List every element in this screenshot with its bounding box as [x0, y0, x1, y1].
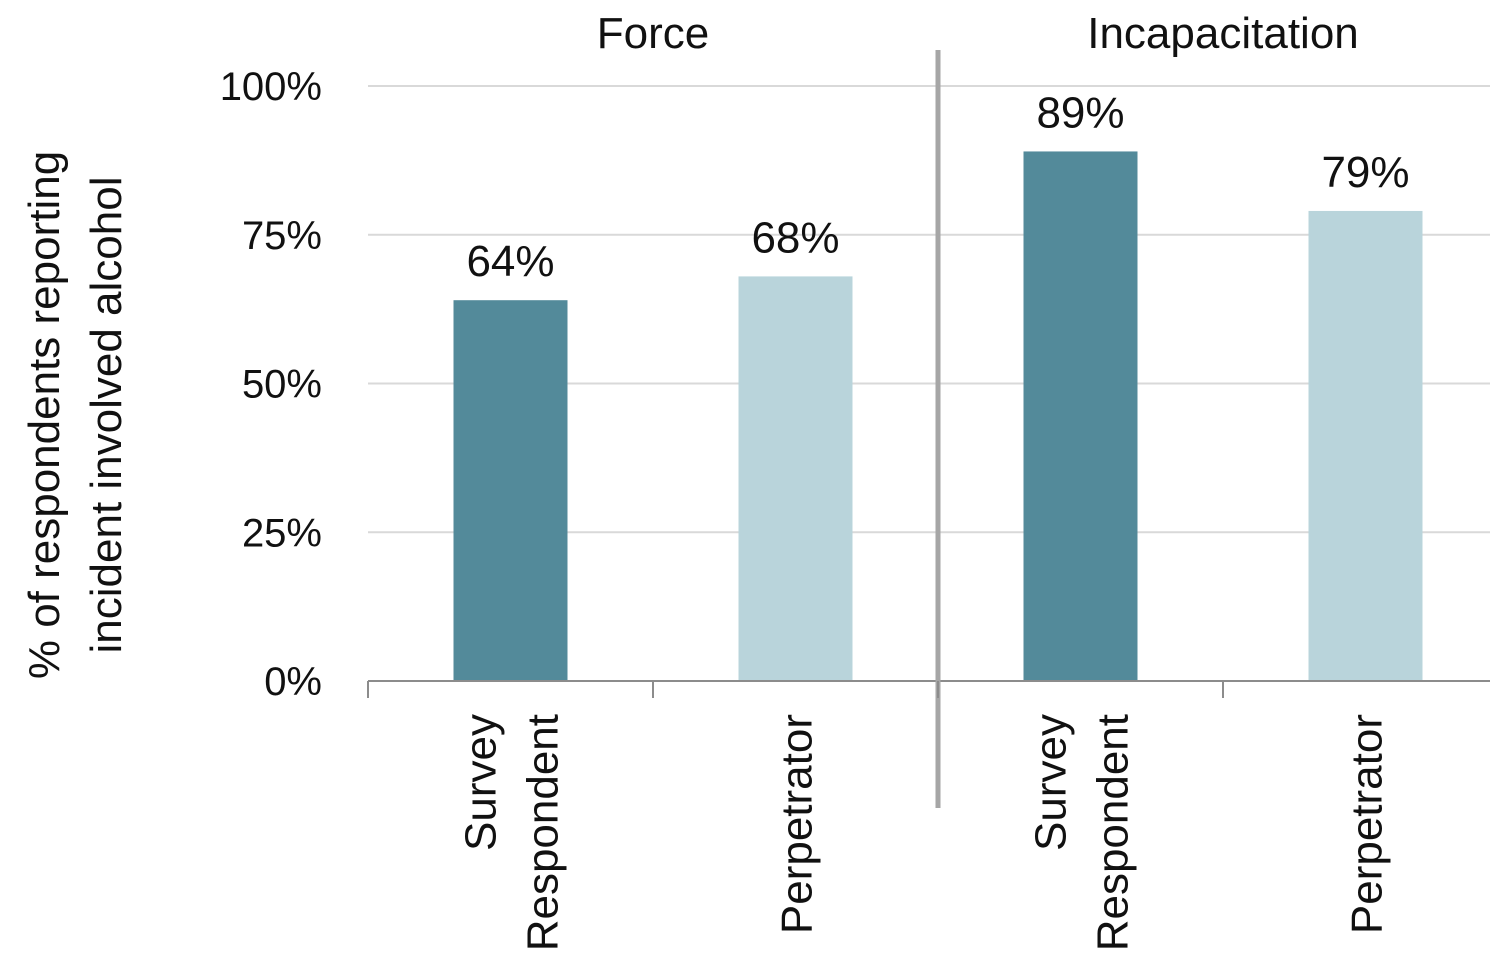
x-category-label: Perpetrator — [1343, 714, 1392, 934]
y-tick-label: 75% — [242, 214, 322, 258]
x-category-label: Survey Respondent — [1027, 714, 1138, 951]
y-tick-label: 100% — [220, 65, 322, 109]
bar — [453, 300, 568, 681]
labels: 0% 25% 50% 75% 100% 64% Survey Respondent 68% Per… — [20, 9, 1410, 951]
group-label: Force — [597, 9, 709, 58]
bar — [1308, 210, 1423, 681]
y-axis-label: % of respondents reporting incident invol… — [20, 151, 131, 679]
x-category-label: Perpetrator — [773, 714, 822, 934]
data-label: 64% — [466, 237, 554, 286]
data-label: 79% — [1321, 148, 1409, 197]
group-label: Incapacitation — [1087, 9, 1359, 58]
y-tick-label: 50% — [242, 363, 322, 407]
bar — [1023, 151, 1138, 681]
data-label: 68% — [751, 213, 839, 262]
axes — [367, 50, 1490, 808]
bars — [453, 151, 1423, 681]
bar — [738, 276, 853, 681]
data-label: 89% — [1036, 88, 1124, 137]
x-category-label: Survey Respondent — [457, 714, 568, 951]
y-tick-label: 0% — [264, 660, 322, 704]
y-tick-label: 25% — [242, 511, 322, 555]
